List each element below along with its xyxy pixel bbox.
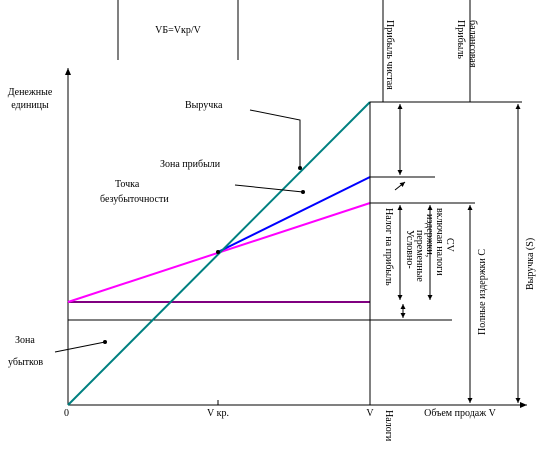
break-even-label: безубыточности <box>100 194 169 205</box>
net-profit: Прибыль чистая <box>384 20 395 90</box>
variable-costs: Условно- <box>404 230 415 269</box>
guides <box>369 0 522 405</box>
variable-costs: издержки, <box>424 214 435 257</box>
loss-zone-label: убытков <box>8 357 43 368</box>
variable-costs: CV <box>444 238 455 253</box>
revenue-s: Выручка (S) <box>525 238 536 290</box>
profit-tax: Налог на прибыль <box>383 208 394 286</box>
pointer-dot <box>301 190 305 194</box>
x-label: Объем продаж V <box>424 408 496 419</box>
balance-profit: балансовая <box>467 20 478 68</box>
loss-zone-label: Зона <box>15 335 35 346</box>
v: V <box>366 408 374 419</box>
y-label: Денежные <box>8 87 53 98</box>
dim <box>394 181 406 191</box>
v-kr: V кр. <box>207 408 229 419</box>
pointer <box>249 109 301 168</box>
variable-costs: переменные <box>414 230 425 282</box>
pointer <box>234 184 304 193</box>
variable-costs: включая налоги <box>434 208 445 276</box>
y-label: единицы <box>11 100 49 111</box>
break-even-point <box>216 250 220 254</box>
pointer <box>54 341 106 353</box>
profit-line <box>217 176 371 253</box>
origin: 0 <box>64 408 69 419</box>
taxes: Налоги <box>383 410 394 442</box>
balance-profit: Прибыль <box>455 20 466 59</box>
pointer-dot <box>298 166 302 170</box>
full-costs: Полные издержки C <box>477 249 488 335</box>
formula-box <box>117 0 239 60</box>
formula: VБ=Vкр/V <box>155 25 201 36</box>
revenue-label: Выручка <box>185 100 223 111</box>
break-even-label: Точка <box>115 179 140 190</box>
profit-zone-label: Зона прибыли <box>160 159 221 170</box>
pointer-dot <box>103 340 107 344</box>
